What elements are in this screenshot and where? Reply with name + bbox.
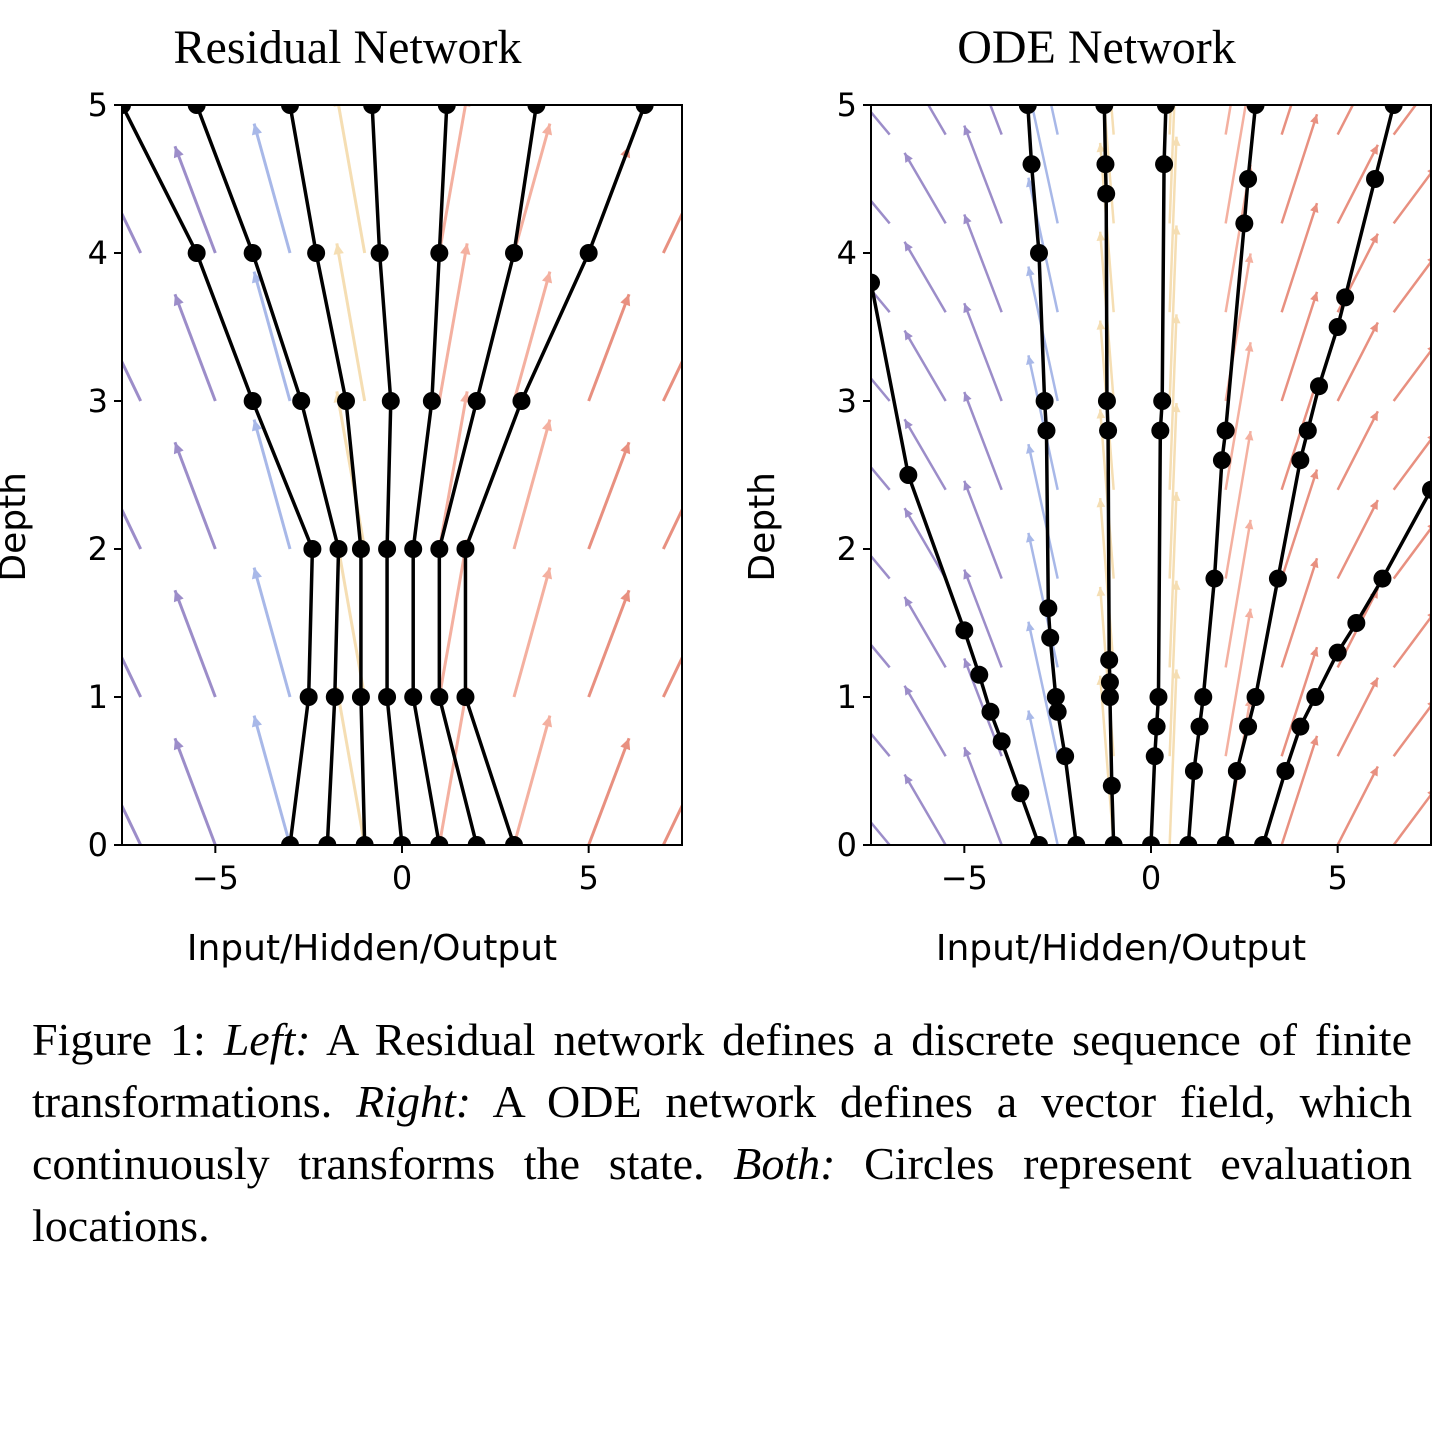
right-plot-wrap: Depth −5 0 5 0 1 2 3 4 5 Input/Hidden/Output — [742, 85, 1444, 969]
svg-text:1: 1 — [88, 678, 108, 716]
svg-text:0: 0 — [1141, 859, 1161, 897]
svg-text:5: 5 — [578, 859, 598, 897]
right-plot: −5 0 5 0 1 2 3 4 5 Input/Hidden/Output — [791, 85, 1444, 969]
right-title: ODE Network — [957, 20, 1236, 75]
svg-text:4: 4 — [837, 234, 857, 272]
left-title: Residual Network — [174, 20, 522, 75]
caption-left-label: Left: — [224, 1014, 311, 1065]
left-plot: −5 0 5 0 1 2 3 4 5 Input/Hidden/Output — [42, 85, 702, 969]
figure-panels: Residual Network Depth −5 0 5 0 1 2 3 4 5 Input/… — [20, 20, 1424, 969]
svg-text:2: 2 — [88, 530, 108, 568]
svg-text:5: 5 — [1327, 859, 1347, 897]
svg-text:1: 1 — [837, 678, 857, 716]
svg-text:−5: −5 — [941, 859, 988, 897]
right-xlabel: Input/Hidden/Output — [791, 928, 1444, 969]
right-ylabel: Depth — [742, 472, 783, 582]
svg-text:−5: −5 — [192, 859, 239, 897]
right-svg: −5 0 5 0 1 2 3 4 5 — [791, 85, 1444, 915]
left-plot-wrap: Depth −5 0 5 0 1 2 3 4 5 Input/Hidden/Output — [0, 85, 702, 969]
svg-text:3: 3 — [88, 382, 108, 420]
caption-both-label: Both: — [733, 1138, 835, 1189]
left-ylabel: Depth — [0, 472, 34, 582]
figure-caption: Figure 1: Left: A Residual network defin… — [32, 1009, 1412, 1257]
left-panel: Residual Network Depth −5 0 5 0 1 2 3 4 5 Input/… — [0, 20, 702, 969]
svg-text:4: 4 — [88, 234, 108, 272]
svg-text:5: 5 — [837, 86, 857, 124]
left-xlabel: Input/Hidden/Output — [42, 928, 702, 969]
svg-text:0: 0 — [88, 826, 108, 864]
svg-text:2: 2 — [837, 530, 857, 568]
caption-right-label: Right: — [356, 1076, 471, 1127]
caption-prefix: Figure 1: — [32, 1014, 224, 1065]
left-svg: −5 0 5 0 1 2 3 4 5 — [42, 85, 702, 915]
right-panel: ODE Network Depth −5 0 5 0 1 2 3 4 5 Input/Hidde… — [742, 20, 1444, 969]
svg-text:5: 5 — [88, 86, 108, 124]
svg-text:0: 0 — [392, 859, 412, 897]
svg-text:0: 0 — [837, 826, 857, 864]
svg-text:3: 3 — [837, 382, 857, 420]
